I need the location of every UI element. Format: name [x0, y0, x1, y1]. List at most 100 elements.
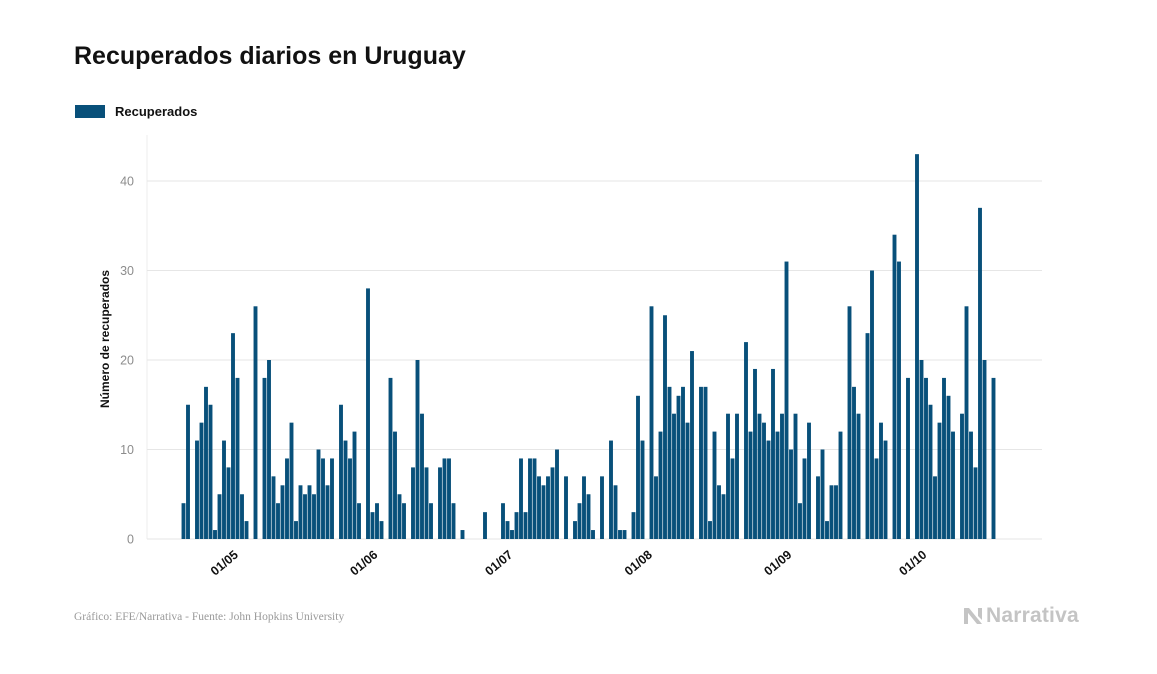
bar: [685, 422, 690, 539]
bar: [523, 512, 528, 539]
bar: [946, 395, 951, 539]
bar: [550, 467, 555, 539]
y-tick-label: 20: [120, 354, 134, 368]
bar: [879, 422, 883, 539]
bar: [271, 476, 276, 539]
y-tick-label: 10: [120, 443, 134, 457]
bar: [928, 404, 933, 539]
bar: [573, 521, 577, 539]
legend-label: Recuperados: [115, 104, 198, 119]
bar: [816, 476, 820, 539]
bar: [577, 503, 582, 539]
bar: [820, 449, 825, 539]
bar: [307, 485, 312, 539]
bar: [870, 270, 874, 539]
bar: [672, 413, 676, 539]
bar: [712, 431, 717, 539]
bar: [964, 306, 969, 539]
bar: [906, 377, 910, 539]
bar: [240, 494, 244, 539]
bar: [852, 386, 856, 539]
bar: [217, 494, 222, 539]
bar: [483, 512, 487, 539]
bar: [883, 440, 888, 539]
bar: [510, 530, 514, 539]
bar: [343, 440, 348, 539]
bar: [649, 306, 654, 539]
bar: [663, 315, 667, 539]
bar: [303, 494, 307, 539]
bar: [213, 530, 217, 539]
brand-logo: Narrativa: [963, 604, 1079, 628]
bar: [253, 306, 258, 539]
bar: [609, 440, 613, 539]
bar: [460, 530, 465, 539]
bar: [298, 485, 303, 539]
bar: [640, 440, 645, 539]
bar: [582, 476, 586, 539]
bar: [285, 458, 289, 539]
narrativa-logo-icon: [964, 608, 982, 624]
bar: [541, 485, 546, 539]
bar: [397, 494, 402, 539]
bar: [366, 288, 370, 539]
bar: [919, 360, 924, 539]
bar: [856, 413, 861, 539]
y-tick-label: 40: [120, 175, 134, 189]
bar: [937, 422, 942, 539]
bar: [375, 503, 379, 539]
bar: [289, 422, 294, 539]
bar: [424, 467, 429, 539]
bar: [681, 386, 685, 539]
bar: [262, 377, 267, 539]
bar: [915, 154, 919, 539]
bar: [447, 458, 451, 539]
bar: [204, 386, 208, 539]
bar: [370, 512, 375, 539]
bar: [357, 503, 361, 539]
bar: [316, 449, 321, 539]
bar: [690, 351, 694, 539]
bar: [717, 485, 721, 539]
x-tick-label: 01/08: [622, 548, 655, 579]
bar: [969, 431, 973, 539]
bar: [586, 494, 591, 539]
bar: [339, 404, 343, 539]
y-tick-labels: 0 10 20 30 40: [120, 175, 134, 547]
bar: [321, 458, 325, 539]
bar: [411, 467, 415, 539]
bar: [748, 431, 753, 539]
bar: [267, 360, 271, 539]
bar: [735, 413, 739, 539]
bar: [537, 476, 541, 539]
bar: [528, 458, 532, 539]
brand-name: Narrativa: [986, 604, 1079, 627]
bar: [654, 476, 658, 539]
x-tick-label: 01/05: [208, 548, 241, 579]
bar: [195, 440, 199, 539]
bar: [222, 440, 226, 539]
bar: [636, 395, 640, 539]
bar: [532, 458, 537, 539]
bar: [897, 261, 901, 539]
bar: [730, 458, 735, 539]
x-tick-label: 01/06: [347, 548, 380, 579]
bar: [708, 521, 712, 539]
x-tick-labels: 01/05 01/06 01/07 01/08 01/09 01/10: [208, 548, 929, 579]
bar: [982, 360, 987, 539]
bar: [762, 422, 766, 539]
bar: [501, 503, 505, 539]
bar: [780, 413, 784, 539]
bar: [312, 494, 316, 539]
bar: [276, 503, 280, 539]
bar: [442, 458, 447, 539]
x-tick-label: 01/07: [482, 548, 515, 579]
bar: [847, 306, 852, 539]
bar: [829, 485, 834, 539]
bar: [798, 503, 802, 539]
bar: [591, 530, 595, 539]
bar: [757, 413, 762, 539]
bar: [676, 395, 681, 539]
bar: [622, 530, 627, 539]
